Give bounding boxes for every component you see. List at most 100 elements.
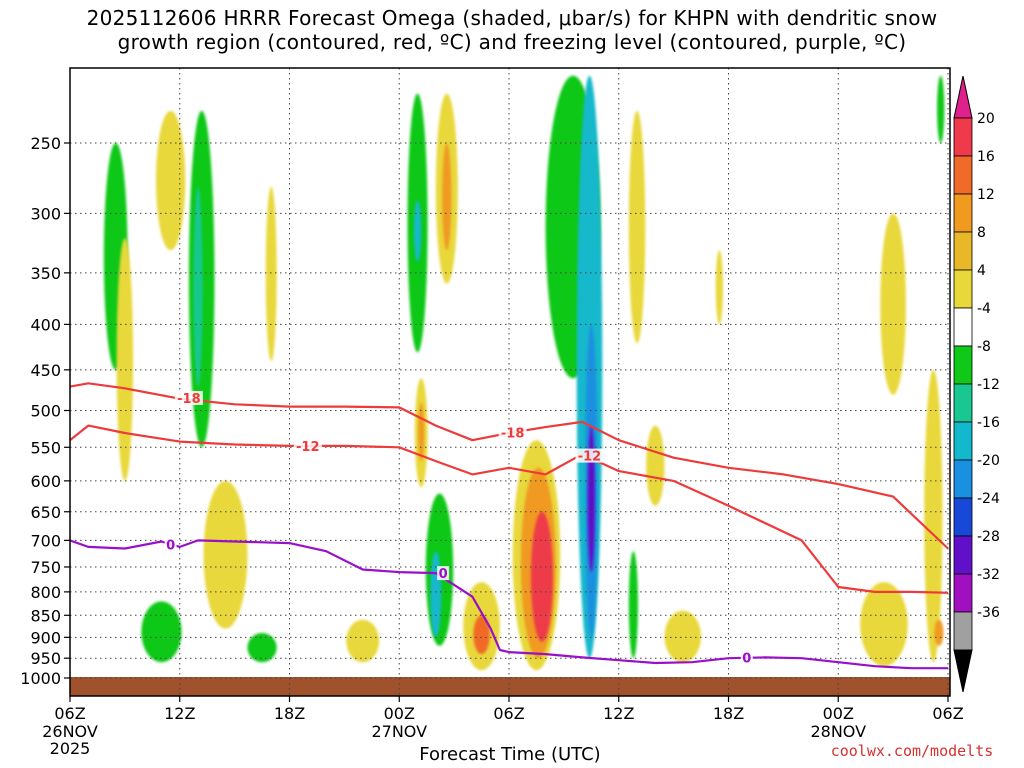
shade-yellow-right-col <box>924 369 943 663</box>
y-tick-label-600: 600 <box>30 472 61 491</box>
colorbar-label-1: 16 <box>977 149 995 165</box>
y-tick-label-300: 300 <box>30 204 61 223</box>
shade-orange-right-lower <box>934 619 944 646</box>
y-tick-label-650: 650 <box>30 503 61 522</box>
colorbar-label-12: -32 <box>977 567 1000 583</box>
x-tick-date-0: 26NOV <box>42 722 98 741</box>
y-tick-label-250: 250 <box>30 134 61 153</box>
y-tick-label-850: 850 <box>30 606 61 625</box>
contour-label-bg-dgz-minus-12-1 <box>575 448 604 463</box>
x-tick-date-7: 28NOV <box>810 722 866 741</box>
shade-orange-00z-mid <box>418 402 425 462</box>
colorbar-swatch-5 <box>953 307 973 347</box>
colorbar-swatch-8 <box>953 421 973 461</box>
colorbar-label-5: -4 <box>977 301 991 317</box>
shade-green-11z-lower <box>628 551 638 659</box>
colorbar-label-11: -28 <box>977 529 1000 545</box>
shade-cyan-02z-lower <box>430 551 442 638</box>
x-tick-label-2: 18Z <box>274 704 305 723</box>
contour-label-freezing-level-0-2: 0 <box>742 651 751 666</box>
contour-label-dgz-minus-12-0: -12 <box>296 440 320 455</box>
colorbar-label-10: -24 <box>977 491 1000 507</box>
colorbar-swatch-4 <box>953 269 973 309</box>
shade-green-top-right <box>937 75 945 143</box>
y-tick-label-550: 550 <box>30 438 61 457</box>
shade-orange-04z-base <box>473 615 490 655</box>
colorbar-label-9: -20 <box>977 453 1000 469</box>
y-tick-label-500: 500 <box>30 402 61 421</box>
y-tick-label-1000: 1000 <box>20 669 61 688</box>
contour-label-bg-dgz-minus-18-0 <box>174 390 203 405</box>
shade-yellow-13z-mid <box>646 425 665 506</box>
ground-surface <box>70 677 950 696</box>
colorbar-top-triangle <box>953 75 973 119</box>
shade-green-left-lower <box>141 601 182 663</box>
shade-yellow-18z-small <box>265 186 277 362</box>
shade-yellow-upper-left <box>155 110 186 251</box>
colorbar-swatch-12 <box>953 573 973 613</box>
y-tick-label-950: 950 <box>30 649 61 668</box>
colorbar-label-2: 12 <box>977 187 995 203</box>
colorbar: 20 16 12 8 4 -4 -8 -12 -16 -20 -24 -28 -32 -36 <box>953 75 1000 693</box>
contour-label-dgz-minus-12-1: -12 <box>578 450 602 465</box>
contour-layer: -18 -18 -12 -12 0 0 0 <box>70 382 949 670</box>
colorbar-swatch-7 <box>953 383 973 423</box>
shade-red-06z-core <box>530 511 553 642</box>
y-tick-label-700: 700 <box>30 531 61 550</box>
colorbar-swatch-0 <box>953 117 973 157</box>
shade-yellow-12z-lower <box>203 480 248 629</box>
x-tick-label-0: 06Z <box>54 704 85 723</box>
shade-yellow-right-upper <box>880 213 906 395</box>
shade-yellow-early-column <box>116 238 134 481</box>
title-line-2: growth region (contoured, red, ºC) and f… <box>117 30 907 54</box>
colorbar-swatch-10 <box>953 497 973 537</box>
x-tick-label-3: 00Z <box>384 704 415 723</box>
colorbar-swatch-13 <box>953 611 973 651</box>
chart-title: 2025112606 HRRR Forecast Omega (shaded, … <box>0 6 1024 54</box>
title-line-1: 2025112606 HRRR Forecast Omega (shaded, … <box>86 6 938 30</box>
colorbar-swatch-3 <box>953 231 973 271</box>
shade-orange-00z-upper <box>442 143 452 251</box>
contour-label-dgz-minus-18-1: -18 <box>501 426 525 441</box>
y-tick-label-800: 800 <box>30 583 61 602</box>
y-tick-label-450: 450 <box>30 361 61 380</box>
credit-link[interactable]: coolwx.com/modelts <box>830 742 994 760</box>
contour-label-freezing-level-0-0: 0 <box>166 539 175 554</box>
contour-label-bg-freezing-level-0-1 <box>437 566 450 581</box>
omega-shading-layer <box>103 75 945 671</box>
shade-yellow-right-lower <box>860 582 908 667</box>
colorbar-label-7: -12 <box>977 377 1000 393</box>
colorbar-swatch-6 <box>953 345 973 385</box>
y-tick-label-900: 900 <box>30 628 61 647</box>
x-tick-date-3: 27NOV <box>371 722 427 741</box>
shade-cyan-00z-upper <box>413 200 422 262</box>
x-tick-label-1: 12Z <box>164 704 195 723</box>
colorbar-swatch-2 <box>953 193 973 233</box>
contour-label-bg-dgz-minus-18-1 <box>498 425 527 440</box>
x-axis-label: Forecast Time (UTC) <box>419 744 601 765</box>
shade-yellow-15z-lower <box>664 610 702 663</box>
x-tick-label-8: 06Z <box>932 704 963 723</box>
colorbar-label-4: 4 <box>977 263 986 279</box>
shade-green-mid-lower <box>247 633 277 663</box>
colorbar-label-6: -8 <box>977 339 991 355</box>
contour-label-bg-freezing-level-0-2 <box>740 650 753 665</box>
y-tick-label-350: 350 <box>30 264 61 283</box>
y-tick-label-400: 400 <box>30 315 61 334</box>
contour-label-freezing-level-0-1: 0 <box>439 567 448 582</box>
contour-label-bg-dgz-minus-12-0 <box>293 438 322 453</box>
y-axis: 250 300 350 400 450 500 550 600 650 700 750 800 850 9… <box>20 134 70 688</box>
shade-yellow-17z-upper <box>715 250 724 325</box>
colorbar-swatch-1 <box>953 155 973 195</box>
plot-frame <box>69 67 951 697</box>
contour-label-dgz-minus-18-0: -18 <box>177 392 201 407</box>
colorbar-label-0: 20 <box>977 111 995 127</box>
colorbar-bottom-triangle <box>953 649 973 693</box>
colorbar-swatch-11 <box>953 535 973 575</box>
contour-freezing-level-0 <box>70 539 948 670</box>
shade-yellow-21z-lower <box>346 619 380 663</box>
x-tick-label-5: 12Z <box>603 704 634 723</box>
shade-yellow-11z-upper <box>628 110 646 344</box>
x-tick-label-7: 00Z <box>823 704 854 723</box>
